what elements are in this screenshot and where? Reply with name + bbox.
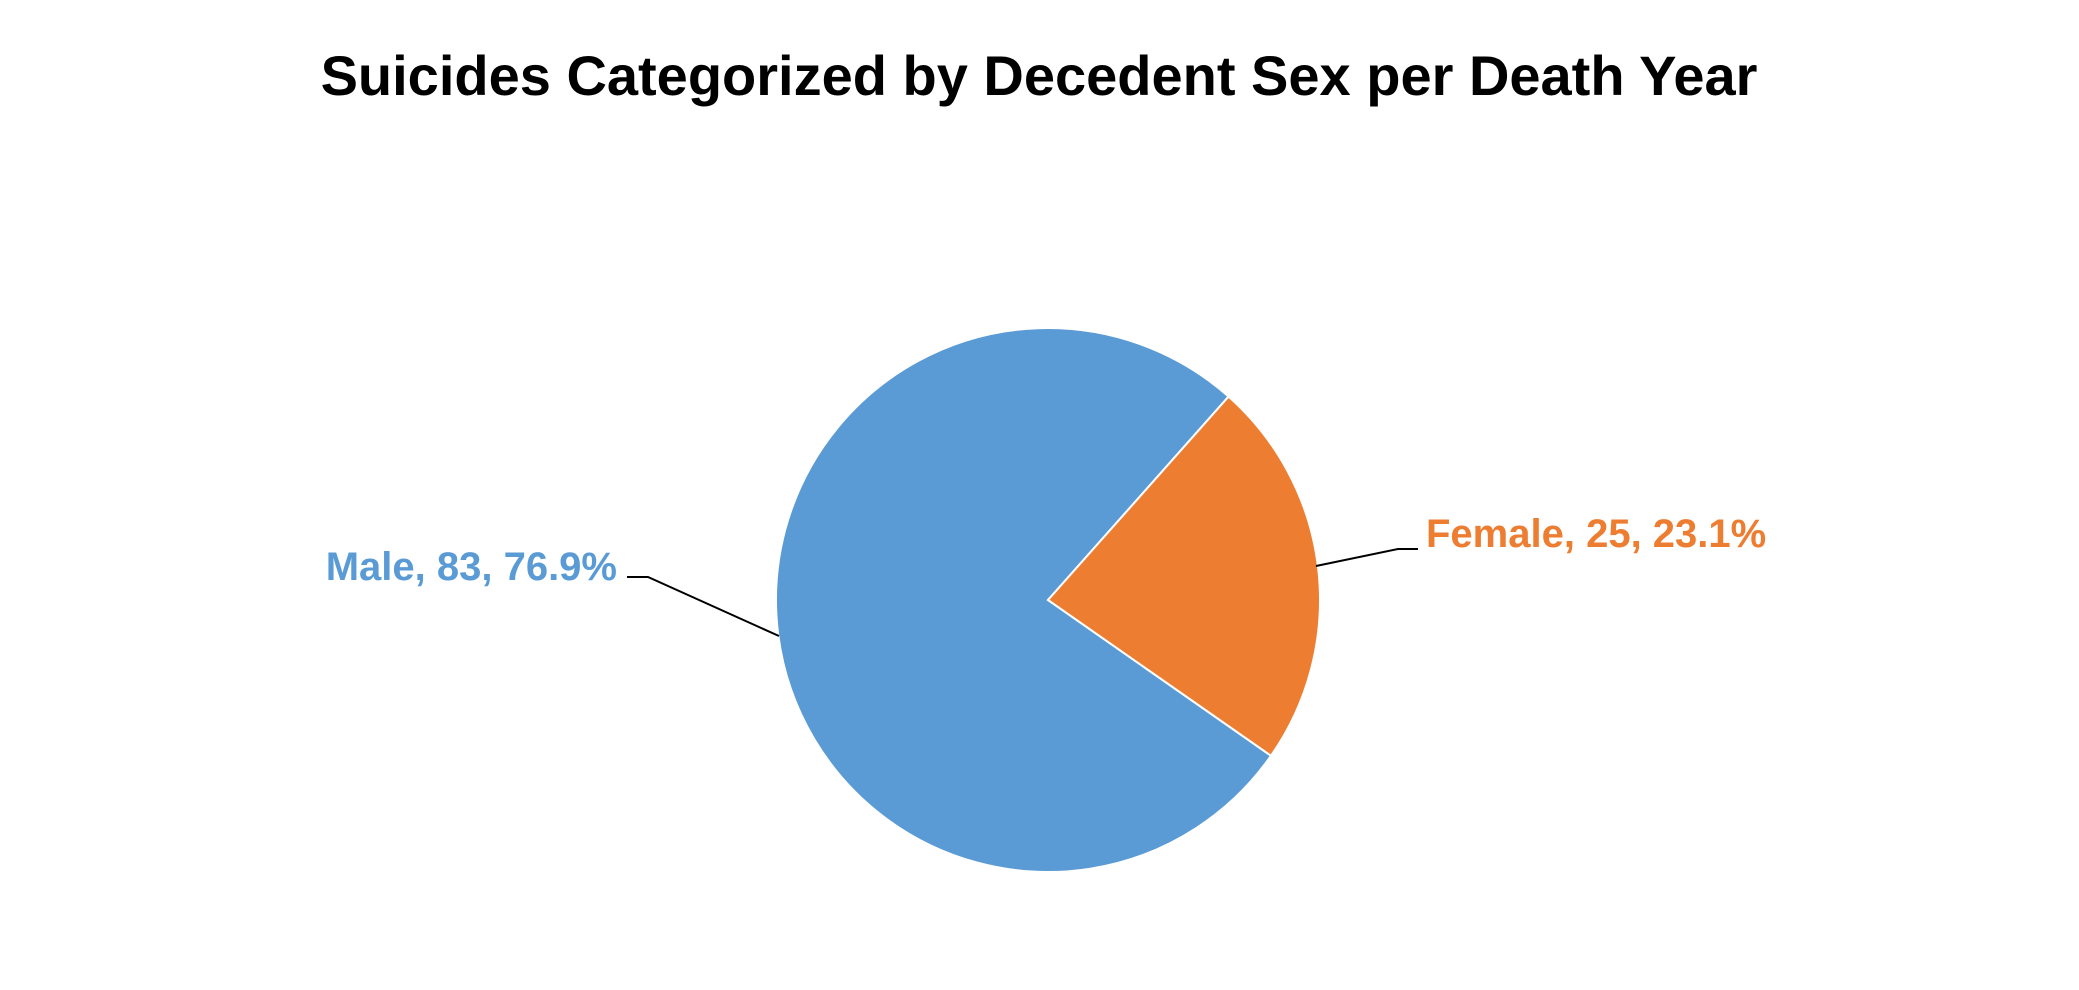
leader-lines bbox=[627, 548, 1418, 637]
chart-title: Suicides Categorized by Decedent Sex per… bbox=[321, 44, 1758, 107]
leader-line-female bbox=[1315, 548, 1418, 567]
pie-slice-female bbox=[1046, 395, 1321, 758]
pie-slices bbox=[775, 327, 1321, 873]
data-label-male: Male, 83, 76.9% bbox=[326, 545, 617, 589]
pie-slice-male bbox=[775, 327, 1273, 873]
data-label-female: Female, 25, 23.1% bbox=[1426, 512, 1766, 556]
data-labels: Male, 83, 76.9% Female, 25, 23.1% bbox=[326, 512, 1767, 589]
leader-line-male bbox=[627, 576, 780, 637]
